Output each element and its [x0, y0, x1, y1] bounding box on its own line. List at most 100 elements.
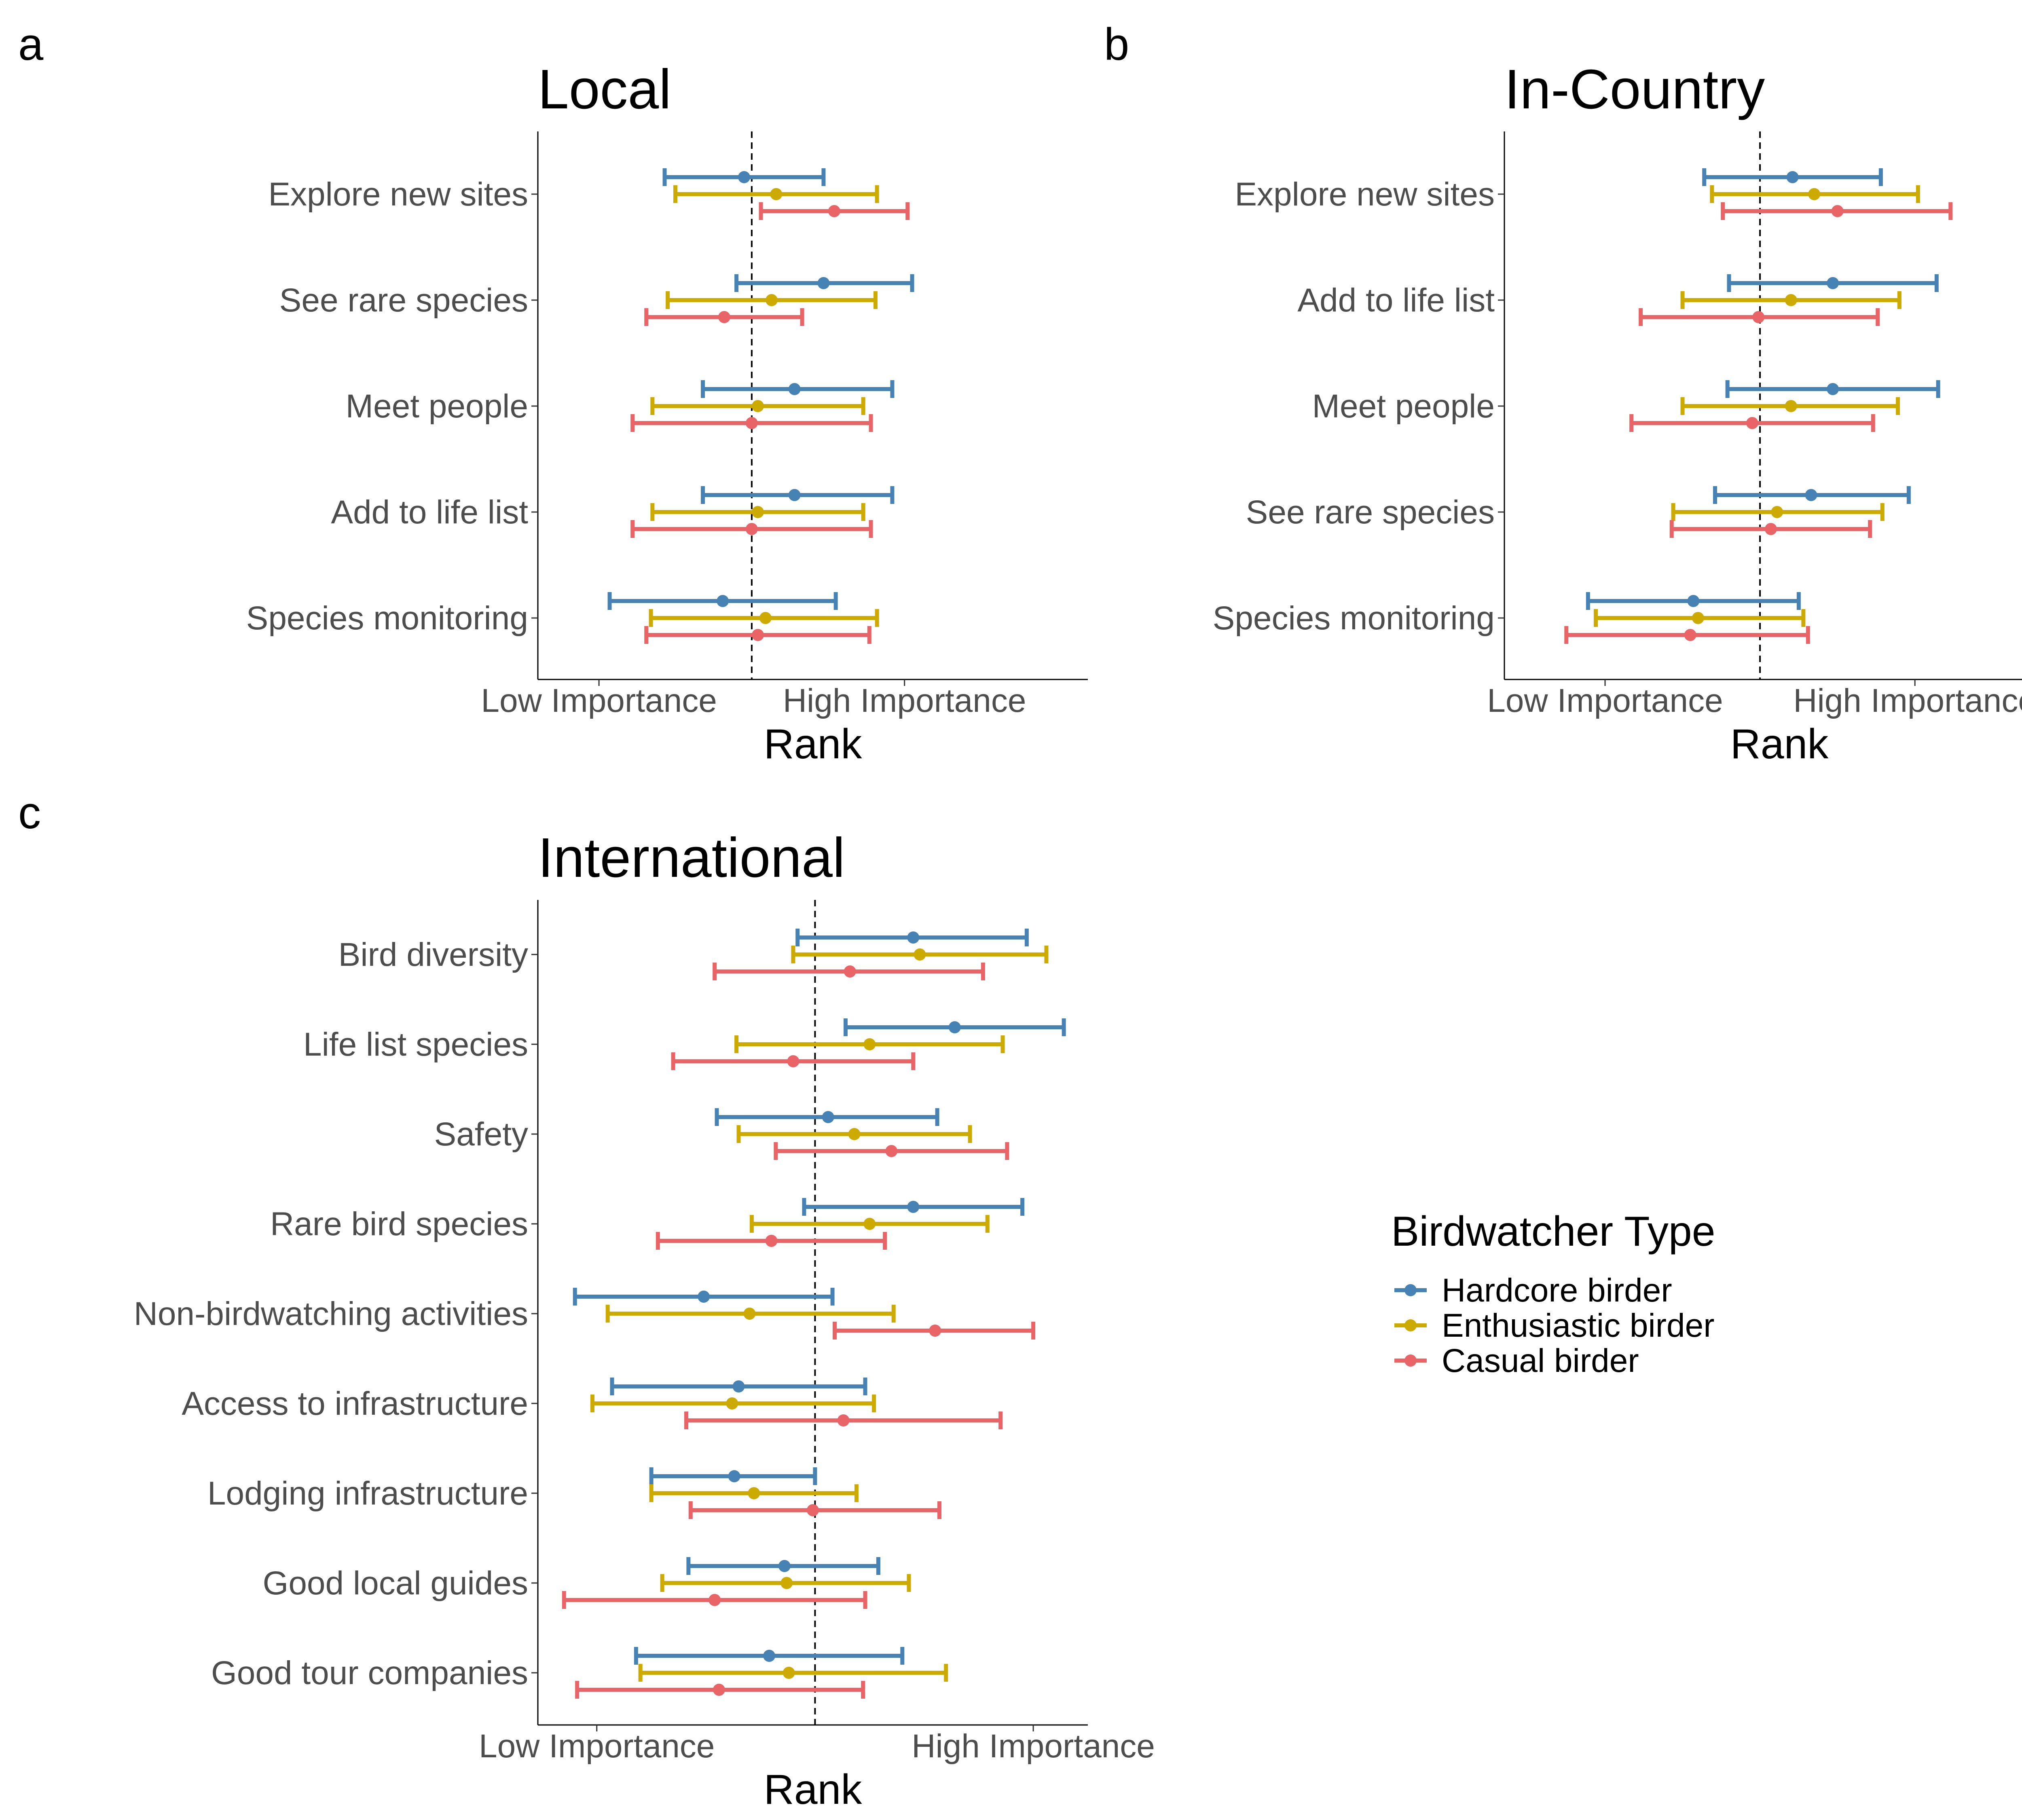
panel-title: Local: [538, 58, 671, 121]
mean-point: [1805, 489, 1817, 501]
errorbar-enthusiastic: [649, 1484, 859, 1502]
legend-title: Birdwatcher Type: [1391, 1208, 1715, 1255]
errorbar-enthusiastic: [673, 185, 879, 203]
category-label: Lodging infrastructure: [207, 1475, 528, 1512]
mean-point: [929, 1325, 941, 1337]
panel-title: In-Country: [1504, 58, 1765, 121]
category-label: Explore new sites: [1235, 176, 1495, 213]
errorbar-enthusiastic: [650, 397, 865, 415]
errorbar-enthusiastic: [666, 291, 878, 309]
mean-point: [1786, 171, 1799, 183]
x-tick-label: Low Importance: [479, 1728, 715, 1765]
mean-point: [745, 417, 758, 429]
errorbar-hardcore: [610, 1378, 867, 1395]
legend-item-enthusiastic: Enthusiastic birder: [1394, 1307, 1715, 1344]
mean-point: [717, 595, 729, 607]
x-tick-label: High Importance: [783, 682, 1026, 719]
errorbar-hardcore: [1727, 274, 1939, 292]
mean-point: [863, 1038, 876, 1050]
mean-point: [783, 1667, 795, 1679]
category-label: Species monitoring: [1213, 600, 1495, 637]
mean-point: [1764, 523, 1777, 535]
x-axis-title: Rank: [764, 721, 863, 768]
category-label: Good tour companies: [211, 1655, 528, 1691]
mean-point: [778, 1560, 791, 1572]
errorbar-hardcore: [1586, 592, 1801, 610]
legend-item-hardcore: Hardcore birder: [1394, 1272, 1672, 1309]
errorbar-hardcore: [607, 592, 838, 610]
category-label: Non-birdwatching activities: [134, 1295, 528, 1332]
errorbar-hardcore: [634, 1647, 905, 1665]
errorbar-casual: [1629, 414, 1875, 432]
errorbar-casual: [713, 963, 985, 980]
mean-point: [770, 188, 783, 200]
mean-point: [1831, 205, 1844, 217]
errorbar-casual: [688, 1501, 942, 1519]
errorbar-hardcore: [715, 1108, 939, 1126]
errorbar-casual: [671, 1052, 916, 1070]
category-label: Access to infrastructure: [182, 1385, 528, 1422]
mean-point: [1785, 294, 1797, 306]
errorbar-casual: [759, 202, 910, 220]
errorbar-enthusiastic: [1680, 291, 1901, 309]
mean-point: [752, 506, 764, 518]
errorbar-enthusiastic: [749, 1215, 990, 1233]
mean-point: [763, 1650, 776, 1662]
mean-point: [728, 1470, 740, 1482]
errorbar-casual: [684, 1412, 1003, 1429]
errorbar-enthusiastic: [736, 1125, 972, 1143]
mean-point: [1684, 629, 1696, 641]
mean-point: [788, 489, 801, 501]
category-label: Life list species: [303, 1026, 528, 1063]
mean-point: [1827, 277, 1839, 289]
errorbar-casual: [832, 1322, 1036, 1340]
errorbar-hardcore: [649, 1467, 817, 1485]
legend-label: Enthusiastic birder: [1442, 1307, 1715, 1344]
x-tick-label: Low Importance: [1487, 682, 1723, 719]
errorbar-enthusiastic: [660, 1574, 911, 1592]
mean-point: [1785, 400, 1797, 412]
errorbar-enthusiastic: [638, 1664, 948, 1682]
x-tick-label: Low Importance: [481, 682, 717, 719]
category-label: Meet people: [346, 388, 528, 425]
mean-point: [1746, 417, 1758, 429]
panel-letter: a: [18, 19, 44, 70]
errorbar-enthusiastic: [590, 1395, 876, 1412]
mean-point: [787, 1055, 799, 1067]
category-label: Good local guides: [263, 1565, 528, 1602]
x-axis-title: Rank: [1730, 721, 1829, 768]
mean-point: [807, 1504, 819, 1516]
mean-point: [844, 965, 856, 978]
errorbar-hardcore: [573, 1288, 835, 1306]
errorbar-enthusiastic: [605, 1305, 896, 1323]
mean-point: [738, 171, 750, 183]
category-label: Meet people: [1312, 388, 1495, 425]
mean-point: [837, 1414, 850, 1426]
errorbar-hardcore: [843, 1018, 1066, 1036]
errorbar-hardcore: [802, 1198, 1025, 1216]
legend-key-point: [1404, 1284, 1417, 1296]
category-label: Bird diversity: [338, 936, 528, 973]
errorbar-enthusiastic: [1710, 185, 1920, 203]
category-label: Explore new sites: [268, 176, 528, 213]
mean-point: [698, 1291, 710, 1303]
category-label: Add to life list: [1297, 282, 1495, 319]
mean-point: [828, 205, 840, 217]
errorbar-enthusiastic: [1671, 503, 1885, 521]
errorbar-enthusiastic: [734, 1035, 1005, 1053]
mean-point: [748, 1487, 760, 1499]
category-label: Safety: [434, 1116, 528, 1153]
errorbar-casual: [630, 414, 873, 432]
mean-point: [759, 612, 772, 624]
errorbar-hardcore: [734, 274, 914, 292]
panel-b: b In-Country Low Importance High Importance…: [1104, 19, 2022, 768]
errorbar-enthusiastic: [791, 946, 1049, 963]
category-label: Species monitoring: [246, 600, 528, 637]
legend-key-point: [1404, 1319, 1417, 1331]
mean-point: [907, 931, 920, 944]
errorbar-casual: [1669, 520, 1872, 538]
mean-point: [718, 311, 730, 323]
errorbar-hardcore: [795, 929, 1029, 946]
